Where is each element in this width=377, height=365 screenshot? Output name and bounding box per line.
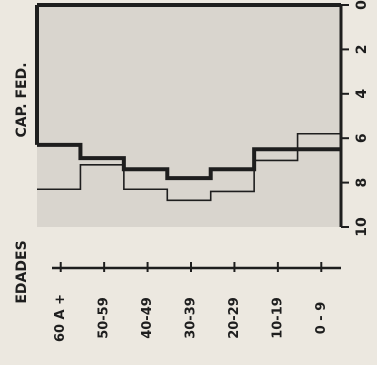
- category-label-3: 40-49: [140, 297, 155, 339]
- value-tick-label-0: 0: [354, 0, 370, 10]
- category-axis-title: EDADES: [14, 240, 30, 303]
- value-tick-label-10: 10: [354, 217, 370, 237]
- series-line-2: [37, 132, 341, 202]
- value-tick-label-4: 4: [354, 89, 370, 99]
- value-axis-title: CAP. FED.: [14, 62, 30, 137]
- series-line-1: [37, 142, 341, 181]
- category-label-1: 60 A +: [53, 294, 68, 342]
- value-tick-label-8: 8: [354, 178, 370, 188]
- category-label-7: 0 - 9: [314, 302, 329, 335]
- value-tick-label-6: 6: [354, 133, 370, 143]
- value-tick-label-2: 2: [354, 45, 370, 55]
- plot-area: [37, 5, 341, 227]
- category-label-4: 30-39: [184, 297, 199, 339]
- category-label-5: 20-29: [227, 297, 242, 339]
- category-label-6: 10-19: [270, 297, 285, 339]
- category-label-2: 50-59: [97, 297, 112, 339]
